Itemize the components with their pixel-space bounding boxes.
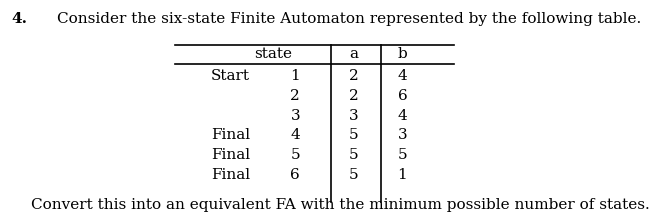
Text: 4: 4 [397, 69, 408, 83]
Text: Start: Start [211, 69, 250, 83]
Text: 4: 4 [397, 109, 408, 123]
Text: Final: Final [211, 168, 250, 182]
Text: 5: 5 [398, 148, 407, 162]
Text: 2: 2 [290, 89, 300, 103]
Text: b: b [397, 47, 408, 61]
Text: 5: 5 [349, 148, 358, 162]
Text: 1: 1 [397, 168, 408, 182]
Text: 4: 4 [290, 128, 300, 142]
Text: 6: 6 [397, 89, 408, 103]
Text: 5: 5 [349, 168, 358, 182]
Text: 6: 6 [290, 168, 300, 182]
Text: 1: 1 [290, 69, 300, 83]
Text: Final: Final [211, 148, 250, 162]
Text: Final: Final [211, 128, 250, 142]
Text: 3: 3 [398, 128, 407, 142]
Text: 4.: 4. [12, 12, 28, 26]
Text: Consider the six-state Finite Automaton represented by the following table.: Consider the six-state Finite Automaton … [57, 12, 641, 26]
Text: 5: 5 [291, 148, 300, 162]
Text: 3: 3 [349, 109, 358, 123]
Text: Convert this into an equivalent FA with the minimum possible number of states.: Convert this into an equivalent FA with … [31, 198, 649, 212]
Text: state: state [254, 47, 292, 61]
Text: 2: 2 [349, 69, 359, 83]
Text: 3: 3 [291, 109, 300, 123]
Text: 2: 2 [349, 89, 359, 103]
Text: a: a [349, 47, 358, 61]
Text: 5: 5 [349, 128, 358, 142]
